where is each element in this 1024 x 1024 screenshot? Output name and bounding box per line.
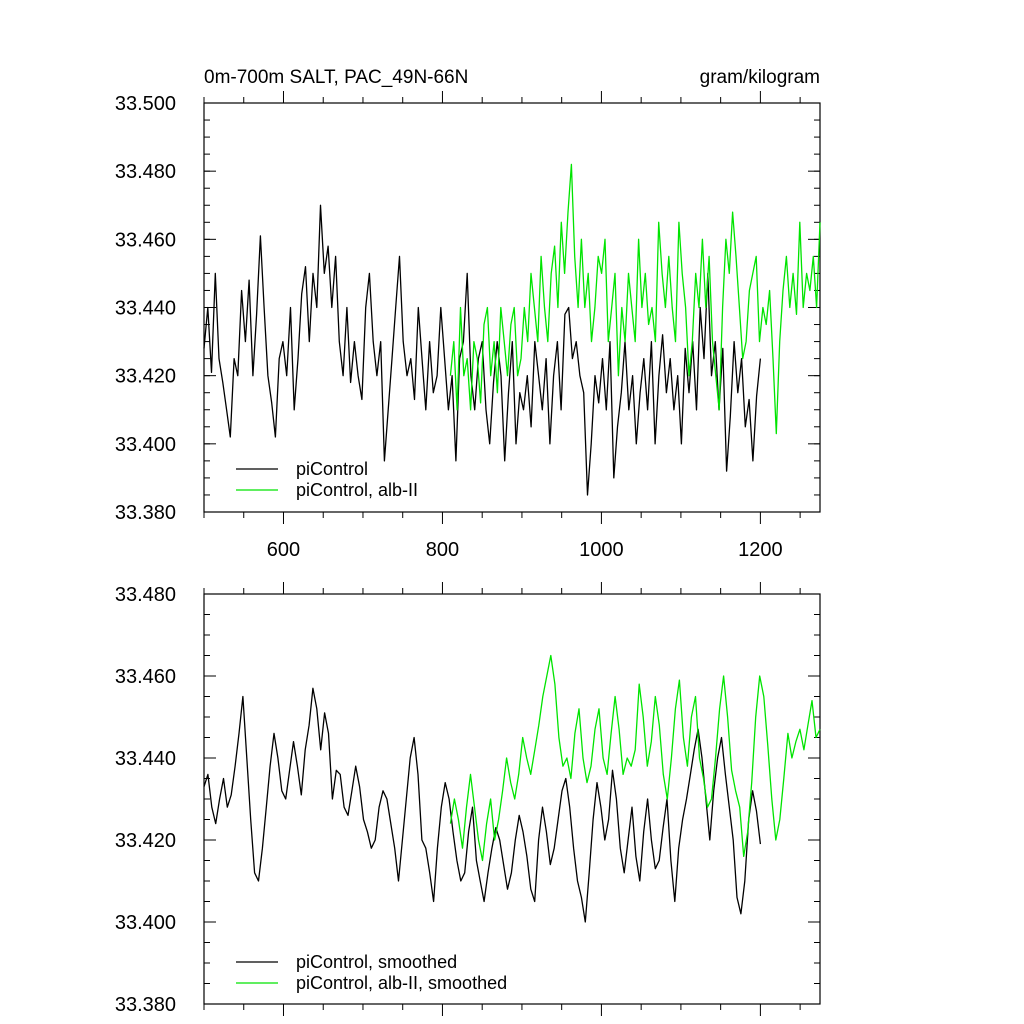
y-tick-label: 33.420 [115, 366, 176, 388]
y-tick-label: 33.500 [115, 93, 176, 115]
x-tick-label: 800 [426, 539, 459, 561]
top-legend: piControl piControl, alb-II [236, 459, 418, 500]
y-tick-label: 33.480 [115, 161, 176, 183]
bottom-chart-panel: 33.380 33.400 33.420 33.440 33.460 33.480 piC… [115, 582, 821, 1016]
y-tick-label: 33.380 [115, 994, 176, 1016]
y-tick-label: 33.460 [115, 229, 176, 251]
chart-title: 0m-700m SALT, PAC_49N-66N [204, 67, 468, 88]
y-tick-label: 33.440 [115, 748, 176, 770]
x-tick-label: 1200 [738, 539, 783, 561]
y-tick-label: 33.400 [115, 912, 176, 934]
y-tick-label: 33.480 [115, 584, 176, 606]
legend-label-alb-ii: piControl, alb-II [296, 480, 418, 500]
legend-label-picontrol-smoothed: piControl, smoothed [296, 952, 457, 972]
series-line-picontrol [203, 204, 762, 496]
bottom-legend: piControl, smoothed piControl, alb-II, s… [236, 952, 507, 993]
units-label: gram/kilogram [700, 67, 820, 88]
bottom-plot-frame [203, 593, 821, 1005]
series-line-picontrol-smoothed [203, 687, 762, 923]
x-tick-label: 1000 [579, 539, 624, 561]
y-tick-label: 33.460 [115, 666, 176, 688]
series-line-picontrol-alb-ii [449, 163, 821, 435]
series-line-picontrol-alb-ii-smoothed [449, 654, 821, 862]
y-tick-label: 33.440 [115, 298, 176, 320]
x-tick-label: 600 [267, 539, 300, 561]
y-tick-label: 33.380 [115, 502, 176, 524]
y-tick-label: 33.400 [115, 434, 176, 456]
legend-label-alb-ii-smoothed: piControl, alb-II, smoothed [296, 973, 507, 993]
y-tick-label: 33.420 [115, 830, 176, 852]
top-chart-panel: 0m-700m SALT, PAC_49N-66N gram/kilogram … [115, 67, 821, 561]
legend-label-picontrol: piControl [296, 459, 368, 479]
